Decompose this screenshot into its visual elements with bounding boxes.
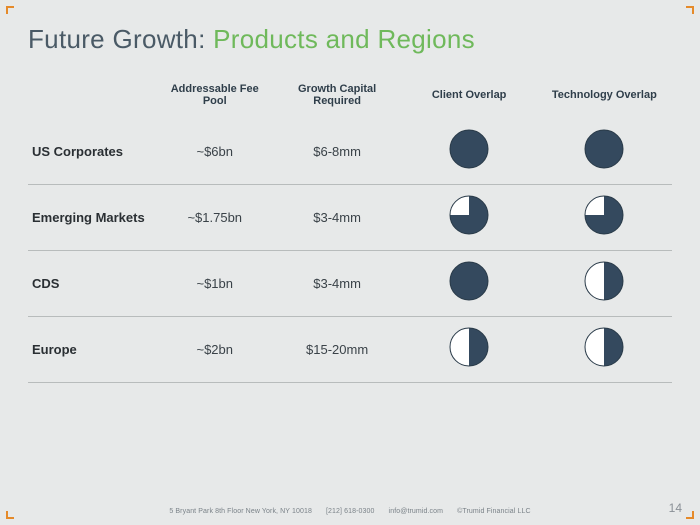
col-header-capital: Growth Capital Required	[273, 73, 402, 119]
cell-fee-pool: ~$1.75bn	[157, 185, 273, 251]
cell-tech-overlap	[537, 251, 672, 317]
pie-icon	[449, 129, 489, 174]
table-row: Emerging Markets~$1.75bn$3-4mm	[28, 185, 672, 251]
cell-tech-overlap	[537, 185, 672, 251]
page-number: 14	[669, 501, 682, 515]
cell-capital: $15-20mm	[273, 317, 402, 383]
footer-address: 5 Bryant Park 8th Floor New York, NY 100…	[169, 508, 312, 515]
cell-client-overlap	[402, 185, 537, 251]
footer-email: info@trumid.com	[389, 508, 444, 515]
table-body: US Corporates~$6bn$6-8mmEmerging Markets…	[28, 119, 672, 383]
cell-fee-pool: ~$6bn	[157, 119, 273, 185]
corner-decoration	[6, 6, 14, 14]
table-row: CDS~$1bn$3-4mm	[28, 251, 672, 317]
table-head: Addressable Fee Pool Growth Capital Requ…	[28, 73, 672, 119]
col-header-tech-ov: Technology Overlap	[537, 73, 672, 119]
cell-client-overlap	[402, 119, 537, 185]
cell-client-overlap	[402, 251, 537, 317]
cell-fee-pool: ~$1bn	[157, 251, 273, 317]
table-row: US Corporates~$6bn$6-8mm	[28, 119, 672, 185]
footer: 5 Bryant Park 8th Floor New York, NY 100…	[0, 508, 700, 515]
pie-icon	[584, 261, 624, 306]
cell-capital: $3-4mm	[273, 251, 402, 317]
col-header-blank	[28, 73, 157, 119]
col-header-fee-pool: Addressable Fee Pool	[157, 73, 273, 119]
footer-copyright: ©Trumid Financial LLC	[457, 508, 531, 515]
row-label: US Corporates	[28, 119, 157, 185]
footer-phone: [212] 618-0300	[326, 508, 375, 515]
growth-table: Addressable Fee Pool Growth Capital Requ…	[28, 73, 672, 383]
pie-icon	[584, 327, 624, 372]
cell-capital: $3-4mm	[273, 185, 402, 251]
pie-icon	[449, 261, 489, 306]
title-suffix: Products and Regions	[213, 24, 475, 54]
page-title: Future Growth: Products and Regions	[28, 24, 672, 55]
table-row: Europe~$2bn$15-20mm	[28, 317, 672, 383]
pie-icon	[584, 129, 624, 174]
pie-icon	[449, 327, 489, 372]
cell-client-overlap	[402, 317, 537, 383]
cell-tech-overlap	[537, 317, 672, 383]
slide: Future Growth: Products and Regions Addr…	[0, 0, 700, 525]
cell-tech-overlap	[537, 119, 672, 185]
pie-icon	[584, 195, 624, 240]
cell-fee-pool: ~$2bn	[157, 317, 273, 383]
row-label: CDS	[28, 251, 157, 317]
col-header-client-ov: Client Overlap	[402, 73, 537, 119]
cell-capital: $6-8mm	[273, 119, 402, 185]
row-label: Europe	[28, 317, 157, 383]
row-label: Emerging Markets	[28, 185, 157, 251]
title-prefix: Future Growth:	[28, 24, 213, 54]
pie-icon	[449, 195, 489, 240]
corner-decoration	[686, 6, 694, 14]
